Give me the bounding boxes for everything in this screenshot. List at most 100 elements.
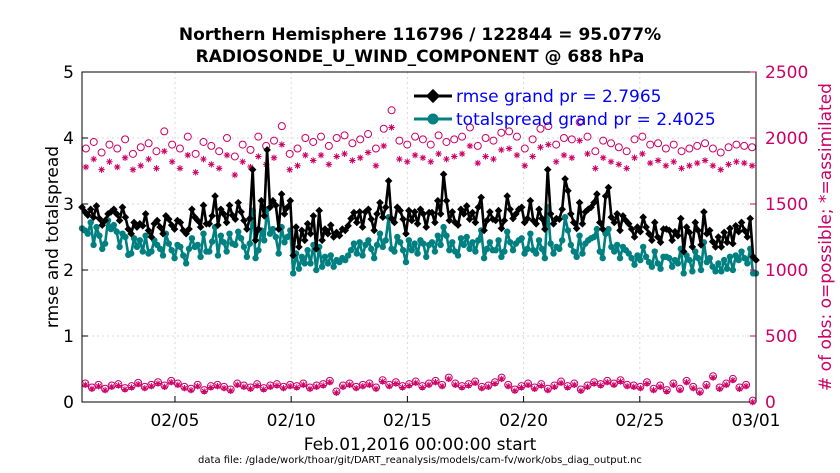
rmse-point	[593, 190, 601, 198]
rmse-point	[214, 221, 222, 229]
obs-possible-point	[434, 131, 443, 140]
x-axis-ticks: 02/05 02/10 02/15 02/20 02/25 03/01	[150, 396, 781, 431]
rmse-point	[491, 216, 500, 225]
totalspread-point	[220, 239, 227, 246]
obs-assimilated-point	[294, 162, 301, 169]
rmse-point	[474, 203, 483, 212]
obs-assimilated-point	[176, 165, 184, 172]
rmse-point	[208, 212, 216, 220]
rmse-point	[454, 221, 462, 229]
totalspread-point	[642, 253, 650, 260]
obs-assimilated-point	[703, 382, 710, 390]
rmse-point	[361, 208, 370, 216]
y-left-tick-label: 0	[63, 393, 74, 413]
totalspread-point	[726, 253, 734, 260]
totalspread-point	[729, 266, 737, 274]
totalspread-point	[197, 253, 204, 260]
rmse-point	[101, 216, 109, 225]
rmse-point	[697, 241, 705, 249]
totalspread-point	[365, 237, 372, 244]
obs-possible-point	[520, 144, 529, 153]
obs-assimilated-point	[676, 386, 684, 394]
obs-assimilated-point	[505, 145, 513, 152]
rmse-point	[254, 225, 263, 233]
rmse-point	[257, 196, 266, 205]
obs-assimilated-point	[240, 383, 248, 391]
totalspread-point	[509, 247, 517, 254]
rmse-point	[280, 210, 289, 218]
rmse-point	[263, 146, 271, 154]
rmse-point	[503, 192, 512, 200]
totalspread-point	[561, 214, 569, 221]
obs-assimilated-point	[128, 384, 135, 391]
rmse-point	[315, 206, 324, 215]
rmse-point	[211, 192, 219, 200]
rmse-point	[468, 208, 477, 217]
totalspread-point	[689, 268, 696, 275]
rmse-point	[653, 233, 662, 241]
obs-possible-point	[465, 123, 474, 132]
totalspread-point	[686, 256, 693, 264]
totalspread-point	[463, 233, 470, 241]
rmse-point	[465, 215, 474, 223]
obs-assimilated-point	[184, 151, 192, 159]
obs-assimilated-point	[129, 166, 137, 173]
obs-assimilated-point	[590, 380, 598, 387]
obs-assimilated-point	[273, 382, 281, 389]
rmse-point	[682, 223, 691, 231]
obs-possible-point	[222, 134, 231, 142]
obs-assimilated-point	[161, 383, 168, 391]
rmse-point	[679, 247, 688, 256]
obs-assimilated-point	[317, 151, 325, 159]
obs-assimilated-point	[313, 383, 320, 391]
totalspread-point	[133, 243, 141, 251]
totalspread-point	[180, 252, 187, 259]
rmse-point	[734, 227, 743, 236]
obs-assimilated-point	[419, 154, 427, 161]
obs-assimilated-point	[445, 375, 452, 383]
obs-possible-point	[512, 132, 521, 141]
obs-assimilated-point	[121, 386, 129, 393]
totalspread-point	[96, 232, 103, 239]
rmse-point	[627, 225, 636, 233]
obs-assimilated-point	[597, 382, 604, 389]
rmse-point	[694, 226, 702, 235]
obs-assimilated-point	[678, 165, 685, 172]
obs-assimilated-point	[247, 385, 254, 392]
obs-assimilated-point	[544, 386, 552, 394]
rmse-point	[419, 210, 428, 218]
rmse-point	[318, 236, 326, 245]
totalspread-point	[613, 241, 621, 249]
rmse-point	[497, 224, 506, 233]
rmse-point	[488, 215, 497, 223]
obs-assimilated-point	[153, 165, 160, 172]
rmse-point	[367, 215, 376, 223]
rmse-point	[335, 231, 344, 240]
y-right-tick-label: 2500	[765, 63, 808, 83]
obs-assimilated-point	[571, 381, 578, 389]
totalspread-point	[208, 238, 216, 245]
totalspread-point	[391, 248, 398, 255]
obs-assimilated-point	[518, 384, 525, 391]
totalspread-point	[411, 240, 418, 247]
obs-assimilated-point	[748, 162, 756, 169]
totalspread-point	[396, 239, 404, 246]
obs-possible-point	[168, 140, 177, 149]
totalspread-point	[353, 250, 361, 257]
obs-assimilated-point	[145, 155, 152, 163]
obs-possible-point	[708, 144, 717, 153]
obs-possible-point	[575, 118, 584, 127]
obs-possible-point	[317, 132, 326, 141]
totalspread-point	[344, 252, 352, 259]
totalspread-point	[472, 248, 479, 255]
obs-assimilated-point	[220, 384, 228, 392]
rmse-point	[538, 214, 546, 223]
obs-assimilated-point	[286, 166, 293, 173]
totalspread-point	[449, 239, 456, 246]
rmse-point	[630, 233, 639, 241]
totalspread-point	[564, 227, 572, 234]
totalspread-point	[240, 243, 248, 251]
totalspread-point	[370, 254, 378, 262]
totalspread-point	[408, 247, 415, 254]
obs-assimilated-point	[656, 383, 664, 391]
